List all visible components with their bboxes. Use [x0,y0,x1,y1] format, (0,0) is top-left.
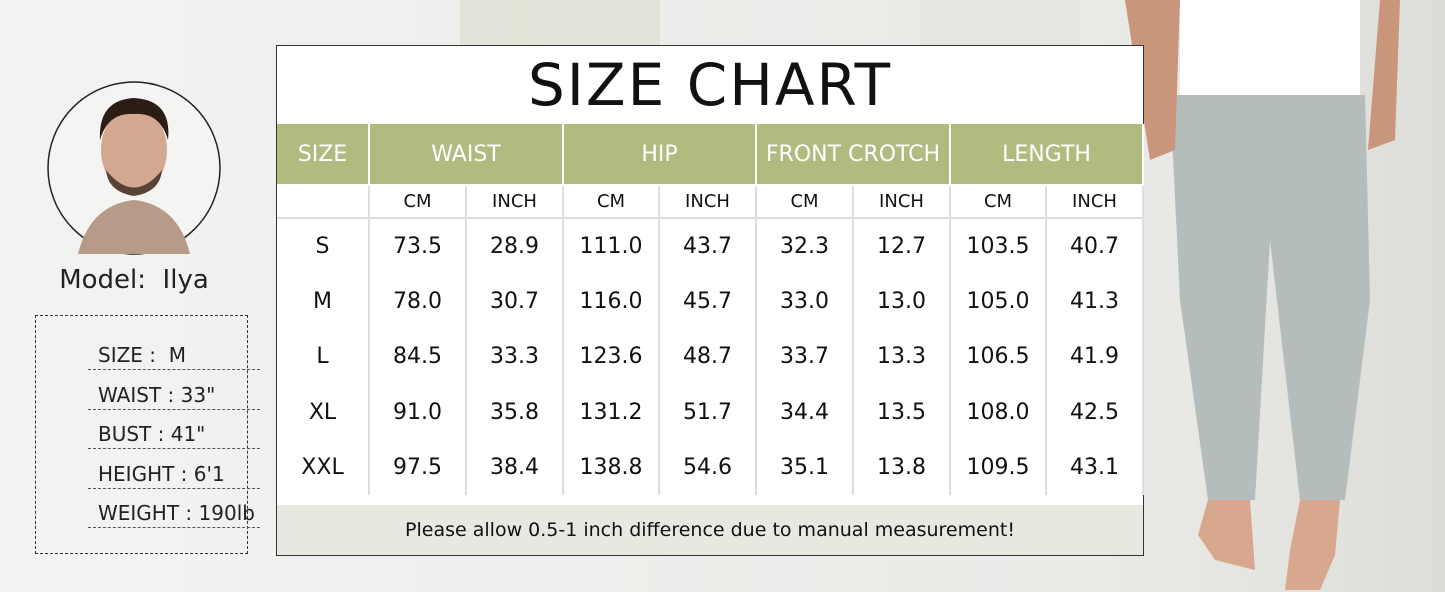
model-label: Model: Ilya [59,265,209,295]
size-label: L [277,329,370,385]
measurement: 13.0 [854,274,951,330]
size-label: XL [277,384,370,440]
measurement: 33.7 [757,329,854,385]
measurement: 28.9 [467,219,564,275]
measurement: 41.9 [1047,329,1144,385]
measurement: 41.3 [1047,274,1144,330]
measurement: 32.3 [757,219,854,275]
measurement: 109.5 [951,439,1047,495]
measurement: 30.7 [467,274,564,330]
size-label: M [277,274,370,330]
measurement: 111.0 [564,219,660,275]
measurement: 131.2 [564,384,660,440]
measurement: 54.6 [660,439,757,495]
measurement: 123.6 [564,329,660,385]
measurement: 103.5 [951,219,1047,275]
unit-cell [277,186,370,219]
model-stat: HEIGHT : 6'1 [88,459,260,489]
measurement: 73.5 [370,219,467,275]
model-stats-box: SIZE : M WAIST : 33" BUST : 41" HEIGHT : 6'… [35,315,260,554]
model-stat: BUST : 41" [88,419,260,449]
measurement: 35.1 [757,439,854,495]
measurement: 116.0 [564,274,660,330]
measurement: 33.0 [757,274,854,330]
measurement: 138.8 [564,439,660,495]
measurement: 13.8 [854,439,951,495]
unit-header: INCH [854,186,951,219]
measurement: 48.7 [660,329,757,385]
unit-header: CM [370,186,467,219]
measurement: 78.0 [370,274,467,330]
measurement: 106.5 [951,329,1047,385]
measurement: 40.7 [1047,219,1144,275]
size-label: S [277,219,370,275]
measurement: 108.0 [951,384,1047,440]
unit-header: INCH [467,186,564,219]
measurement: 13.3 [854,329,951,385]
unit-header: CM [564,186,660,219]
measurement: 84.5 [370,329,467,385]
measurement: 34.4 [757,384,854,440]
size-label: XXL [277,439,370,495]
note: Please allow 0.5-1 inch difference due t… [277,505,1143,555]
measurement: 105.0 [951,274,1047,330]
measurement: 38.4 [467,439,564,495]
measurement: 43.7 [660,219,757,275]
measurement: 12.7 [854,219,951,275]
measurement: 13.5 [854,384,951,440]
chart-title: SIZE CHART [527,51,893,119]
measurement: 43.1 [1047,439,1144,495]
group-header: HIP [564,124,757,186]
unit-header: CM [757,186,854,219]
measurement: 51.7 [660,384,757,440]
measurement: 97.5 [370,439,467,495]
size-chart: SIZE CHART SIZE WAIST HIP FRONT CROTCH LENGT… [276,45,1144,556]
unit-header: CM [951,186,1047,219]
model-stat: WEIGHT : 190lb [88,498,260,528]
measurement: 42.5 [1047,384,1144,440]
model-stat: WAIST : 33" [88,380,260,410]
measurement: 45.7 [660,274,757,330]
unit-header: INCH [1047,186,1144,219]
group-header: FRONT CROTCH [757,124,951,186]
unit-header: INCH [660,186,757,219]
group-header: LENGTH [951,124,1144,186]
model-stat: SIZE : M [88,340,260,370]
measurement: 35.8 [467,384,564,440]
group-header: SIZE [277,124,370,186]
measurement: 33.3 [467,329,564,385]
measurement: 91.0 [370,384,467,440]
group-header: WAIST [370,124,564,186]
